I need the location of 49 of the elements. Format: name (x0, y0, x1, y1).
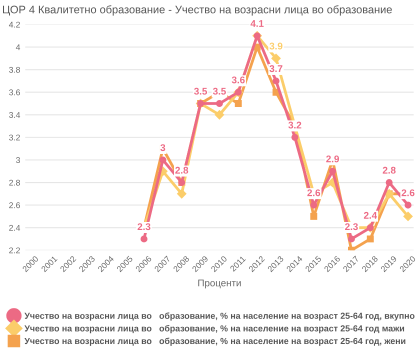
data-label: 2.3 (345, 223, 358, 230)
y-tick-label: 2.8 (9, 180, 20, 186)
data-label: 4.1 (250, 20, 264, 27)
point (234, 100, 242, 107)
data-label: 2.6 (402, 189, 414, 196)
y-tick-label: 3.4 (9, 112, 20, 118)
y-tick-label: 3.6 (9, 89, 20, 96)
point (177, 189, 186, 198)
legend-label: Учество на возрасни лица во образование, % на население на возраст 25-64 год мажи (24, 324, 404, 334)
data-label: 3.7 (269, 65, 282, 72)
data-label: 2.8 (382, 166, 396, 174)
data-label: 2.9 (326, 155, 340, 162)
point (403, 212, 413, 222)
y-tick-label: 4.2 (8, 22, 20, 28)
data-label: 3.5 (212, 88, 226, 95)
point (366, 235, 374, 242)
point (140, 235, 148, 242)
point (404, 202, 412, 209)
y-tick-label: 2.4 (9, 224, 20, 231)
y-tick-label: 3.8 (9, 66, 20, 73)
y-tick-label: 3.2 (9, 134, 20, 140)
data-label: 3 (160, 144, 166, 152)
y-tick-label: 2.2 (9, 247, 20, 254)
point (329, 168, 336, 175)
data-label: 2.8 (175, 166, 188, 174)
point (348, 235, 355, 242)
point (310, 212, 318, 220)
data-label: 3.5 (194, 88, 208, 95)
data-label: 2.4 (364, 212, 378, 219)
y-tick-label: 3 (16, 157, 20, 164)
data-label: 2.6 (307, 189, 320, 196)
point (214, 110, 224, 120)
legend-label: Учество на возрасни лица во образование, % на население на возраст 25-64 год, вкупно (24, 312, 414, 321)
point (272, 77, 280, 84)
y-tick-label: 2.6 (9, 202, 20, 208)
point (291, 134, 298, 141)
point (159, 156, 166, 164)
x-axis-title: Проценти (198, 280, 241, 288)
data-label: 3.9 (269, 42, 282, 50)
data-label: 2.3 (138, 223, 150, 230)
legend-label: Учество на возрасни лица во образование, % на население на возраст 25-64 год, жени (24, 338, 406, 346)
data-label: 3.6 (232, 76, 245, 84)
y-tick-label: 4 (16, 44, 20, 50)
point (216, 100, 223, 107)
point (271, 54, 281, 63)
point (310, 202, 318, 209)
data-label: 3.2 (288, 122, 302, 129)
chart-title: ЦОР 4 Квалитетно образование - Учество на возрасни лица во образование (3, 5, 392, 16)
point (386, 179, 393, 186)
